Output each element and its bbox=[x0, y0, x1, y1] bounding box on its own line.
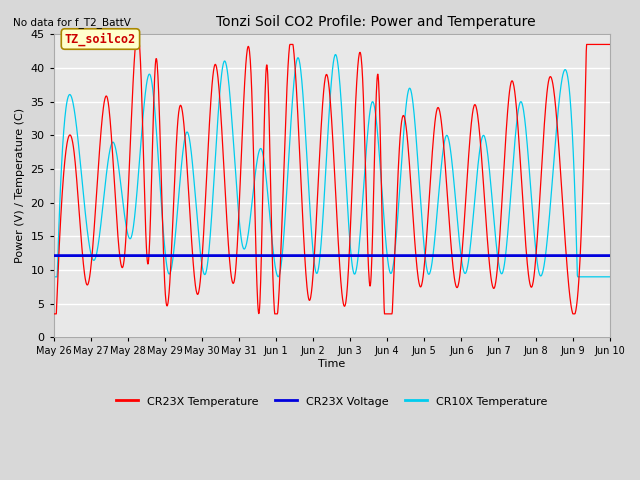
Text: No data for f_T2_BattV: No data for f_T2_BattV bbox=[13, 17, 131, 28]
Legend: CR23X Temperature, CR23X Voltage, CR10X Temperature: CR23X Temperature, CR23X Voltage, CR10X … bbox=[111, 392, 552, 411]
Title: Tonzi Soil CO2 Profile: Power and Temperature: Tonzi Soil CO2 Profile: Power and Temper… bbox=[216, 15, 536, 29]
Y-axis label: Power (V) / Temperature (C): Power (V) / Temperature (C) bbox=[15, 108, 25, 264]
X-axis label: Time: Time bbox=[318, 359, 346, 369]
Text: TZ_soilco2: TZ_soilco2 bbox=[65, 32, 136, 46]
